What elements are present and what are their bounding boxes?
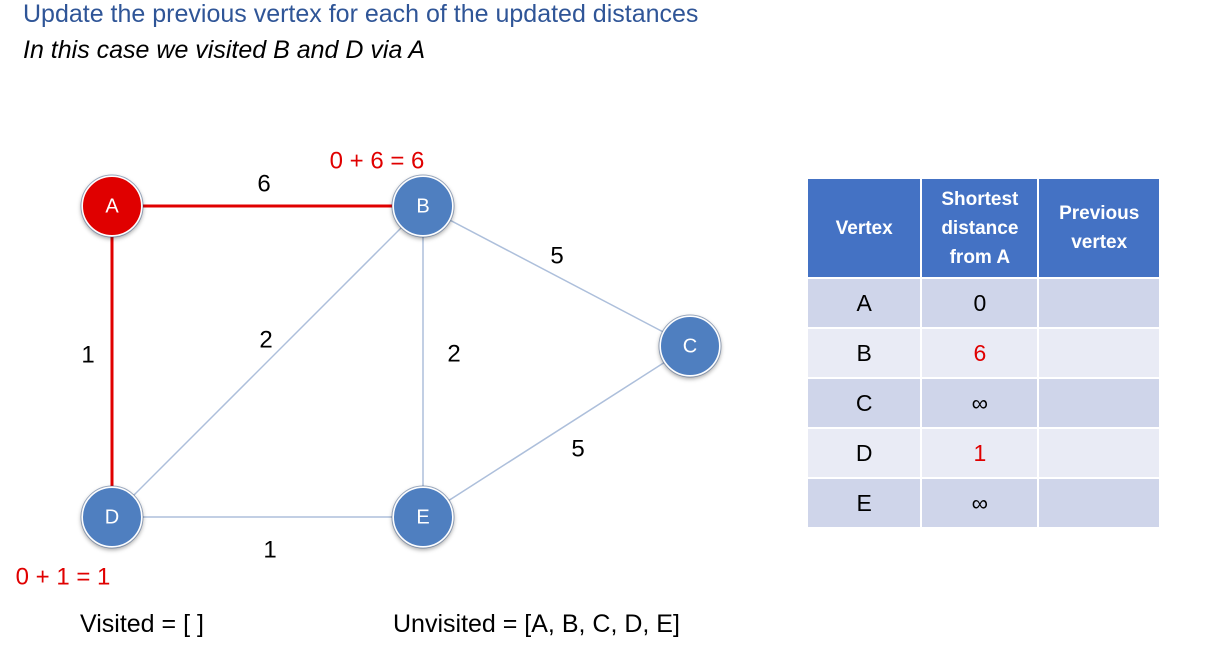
distance-cell: ∞ xyxy=(920,377,1040,429)
previous-cell xyxy=(1037,327,1161,379)
previous-cell xyxy=(1037,477,1161,529)
node-outline-c xyxy=(658,314,722,378)
distance-cell: ∞ xyxy=(920,477,1040,529)
edge-c-e xyxy=(422,345,691,518)
node-d xyxy=(81,486,143,548)
previous-cell xyxy=(1037,427,1161,479)
graph-diagram: 6 1 5 2 2 5 1 A B C D E 0 + 6 = 6 0 + 1 = 1 xyxy=(16,147,722,590)
distance-calc-b: 0 + 6 = 6 xyxy=(330,147,425,174)
table-row: D 1 xyxy=(805,427,1161,479)
table-row: E ∞ xyxy=(805,477,1161,529)
distance-table: Vertex Shortest distance from A Previous… xyxy=(805,177,1161,529)
distance-cell: 6 xyxy=(920,327,1040,379)
node-outline-d xyxy=(80,485,144,549)
node-outline-b xyxy=(391,174,455,238)
vertex-cell: A xyxy=(805,277,923,329)
table-row: C ∞ xyxy=(805,377,1161,429)
edge-weight-d-e: 1 xyxy=(263,536,276,563)
header-shortest-distance: Shortest distance from A xyxy=(920,177,1040,279)
unvisited-list: Unvisited = [A, B, C, D, E] xyxy=(393,610,680,638)
header-vertex: Vertex xyxy=(805,177,923,279)
slide-title: Update the previous vertex for each of t… xyxy=(23,0,699,28)
distance-cell: 0 xyxy=(920,277,1040,329)
distance-cell: 1 xyxy=(920,427,1040,479)
previous-cell xyxy=(1037,377,1161,429)
edge-b-c xyxy=(422,205,691,347)
previous-cell xyxy=(1037,277,1161,329)
node-c xyxy=(659,315,721,377)
edge-b-d xyxy=(111,205,424,518)
slide-subtitle: In this case we visited B and D via A xyxy=(23,36,426,64)
vertex-cell: D xyxy=(805,427,923,479)
table-row: A 0 xyxy=(805,277,1161,329)
edge-weight-c-e: 5 xyxy=(571,435,584,462)
node-outline-a xyxy=(80,174,144,238)
node-b xyxy=(392,175,454,237)
node-label-c: C xyxy=(683,335,697,357)
edge-weight-a-d: 1 xyxy=(81,341,94,368)
distance-calc-d: 0 + 1 = 1 xyxy=(16,563,111,590)
table-header-row: Vertex Shortest distance from A Previous… xyxy=(805,177,1161,279)
node-outline-e xyxy=(391,485,455,549)
table-row: B 6 xyxy=(805,327,1161,379)
vertex-cell: C xyxy=(805,377,923,429)
edge-weight-b-e: 2 xyxy=(447,340,460,367)
node-e xyxy=(392,486,454,548)
node-label-e: E xyxy=(416,506,429,528)
node-label-b: B xyxy=(416,195,429,217)
vertex-cell: B xyxy=(805,327,923,379)
node-label-a: A xyxy=(105,195,119,217)
edge-weight-b-c: 5 xyxy=(550,242,563,269)
visited-list: Visited = [ ] xyxy=(80,610,204,638)
header-previous-vertex: Previous vertex xyxy=(1037,177,1161,279)
node-label-d: D xyxy=(105,506,119,528)
edge-weight-a-b: 6 xyxy=(257,170,270,197)
node-a xyxy=(81,175,143,237)
vertex-cell: E xyxy=(805,477,923,529)
edge-weight-b-d: 2 xyxy=(259,326,272,353)
